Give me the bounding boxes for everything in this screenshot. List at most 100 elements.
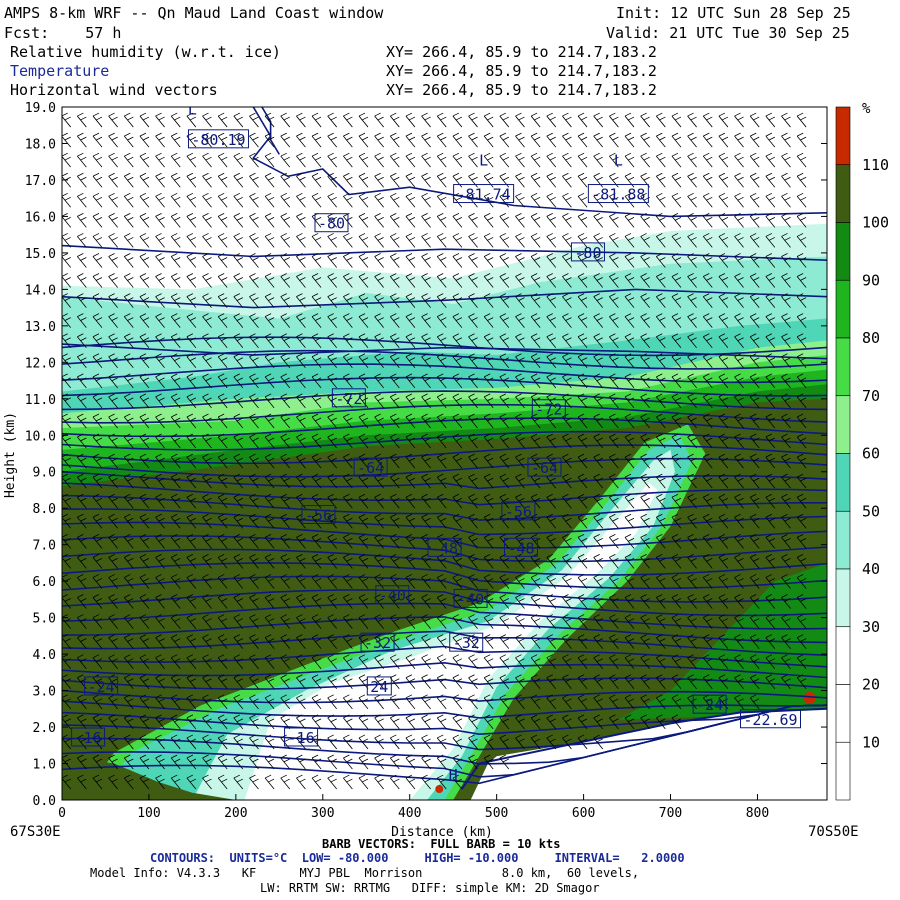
y-tick-label: 7.0 (33, 539, 56, 554)
contour-label: -24 (696, 696, 723, 714)
wind-barb (515, 473, 525, 489)
wind-barb (202, 453, 212, 469)
wind-barb (123, 714, 134, 730)
temperature-contour-upper (62, 288, 827, 309)
wind-barb (296, 734, 306, 750)
wind-barb (405, 493, 416, 509)
wind-barb (311, 694, 322, 710)
wind-barb (577, 453, 588, 469)
wind-barb (436, 453, 447, 469)
wind-barb (186, 413, 197, 429)
wind-barb (77, 634, 87, 649)
temperature-contour (62, 390, 827, 411)
wind-barb (233, 152, 244, 168)
wind-barb (311, 493, 322, 509)
wind-barb (202, 213, 212, 228)
wind-barb (468, 373, 478, 389)
wind-barb (358, 714, 369, 730)
wind-barb (421, 293, 431, 308)
colorbar-segment (835, 741, 851, 801)
physics-info: LW: RRTM SW: RRTMG DIFF: simple KM: 2D S… (260, 881, 600, 895)
wind-barb (186, 714, 197, 730)
wind-barb (421, 774, 431, 790)
wind-barb (389, 694, 400, 710)
wind-barb (155, 453, 165, 469)
wind-barb (358, 353, 369, 369)
wind-barb (562, 513, 572, 529)
wind-barb (123, 413, 134, 429)
wind-barb (62, 734, 72, 750)
wind-barb (108, 273, 118, 288)
colorbar-tick-label: 70 (862, 387, 880, 405)
contour-legend: CONTOURS: UNITS=°C LOW= -80.000 HIGH= -1… (150, 851, 685, 865)
wind-barb (108, 213, 118, 228)
contour-label: -48 (431, 539, 458, 557)
wind-barb (358, 654, 369, 669)
wind-barb (202, 654, 212, 669)
wind-barb (62, 453, 72, 469)
wind-barb (405, 313, 416, 328)
wind-barb (233, 654, 244, 669)
wind-barb (123, 293, 134, 308)
colorbar-segment (835, 337, 851, 397)
wind-barb (170, 112, 181, 128)
wind-barb (233, 393, 244, 409)
wind-barb (202, 132, 212, 148)
wind-barb (296, 393, 306, 409)
wind-barb (374, 132, 384, 148)
wind-barb (123, 634, 134, 649)
wind-barb (296, 634, 306, 649)
wind-barb (217, 373, 228, 389)
wind-barb (405, 373, 416, 389)
wind-barb (577, 574, 588, 589)
wind-barb (405, 513, 416, 529)
wind-barb (280, 614, 291, 629)
wind-barb (202, 253, 212, 268)
wind-barb (108, 353, 118, 369)
wind-barb (562, 533, 572, 549)
wind-barb (77, 774, 87, 790)
wind-barb (327, 654, 338, 669)
temperature-contour (62, 457, 827, 478)
x-tick-label: 800 (746, 806, 769, 821)
wind-barb (202, 774, 212, 790)
y-tick-label: 3.0 (33, 685, 56, 700)
wind-barb (405, 253, 416, 268)
wind-barb (264, 614, 275, 629)
wind-barb (139, 774, 150, 790)
wind-barb (405, 674, 416, 690)
wind-barb (311, 754, 322, 770)
wind-barb (546, 594, 557, 609)
wind-barb (139, 513, 150, 529)
wind-barb (405, 453, 416, 469)
wind-barb (217, 734, 228, 750)
wind-barb (202, 373, 212, 389)
colorbar-tick-label: 40 (862, 560, 880, 578)
y-tick-label: 18.0 (25, 137, 56, 152)
wind-barb (233, 313, 244, 328)
wind-barb (264, 132, 275, 148)
wind-barb (123, 112, 134, 128)
wind-barb (327, 293, 338, 308)
wind-barb (421, 453, 431, 469)
wind-barb (389, 112, 400, 128)
wind-barb (327, 694, 338, 710)
wind-barb (139, 533, 150, 549)
wind-barb (311, 473, 322, 489)
wind-barb (280, 574, 291, 589)
wind-barb (155, 433, 165, 449)
field-label-temperature: Temperature (10, 62, 110, 80)
wind-barb (123, 373, 134, 389)
wind-barb (202, 694, 212, 710)
temperature-contour (62, 444, 827, 465)
wind-barb (280, 594, 291, 609)
colorbar-segment (835, 164, 851, 223)
wind-barb (202, 574, 212, 589)
wind-barb (123, 433, 134, 449)
wind-barb (264, 273, 275, 288)
wind-barb (139, 192, 150, 208)
wind-barb (92, 213, 103, 228)
wind-barb (389, 393, 400, 409)
wind-barb (343, 734, 353, 750)
wind-barb (202, 614, 212, 629)
